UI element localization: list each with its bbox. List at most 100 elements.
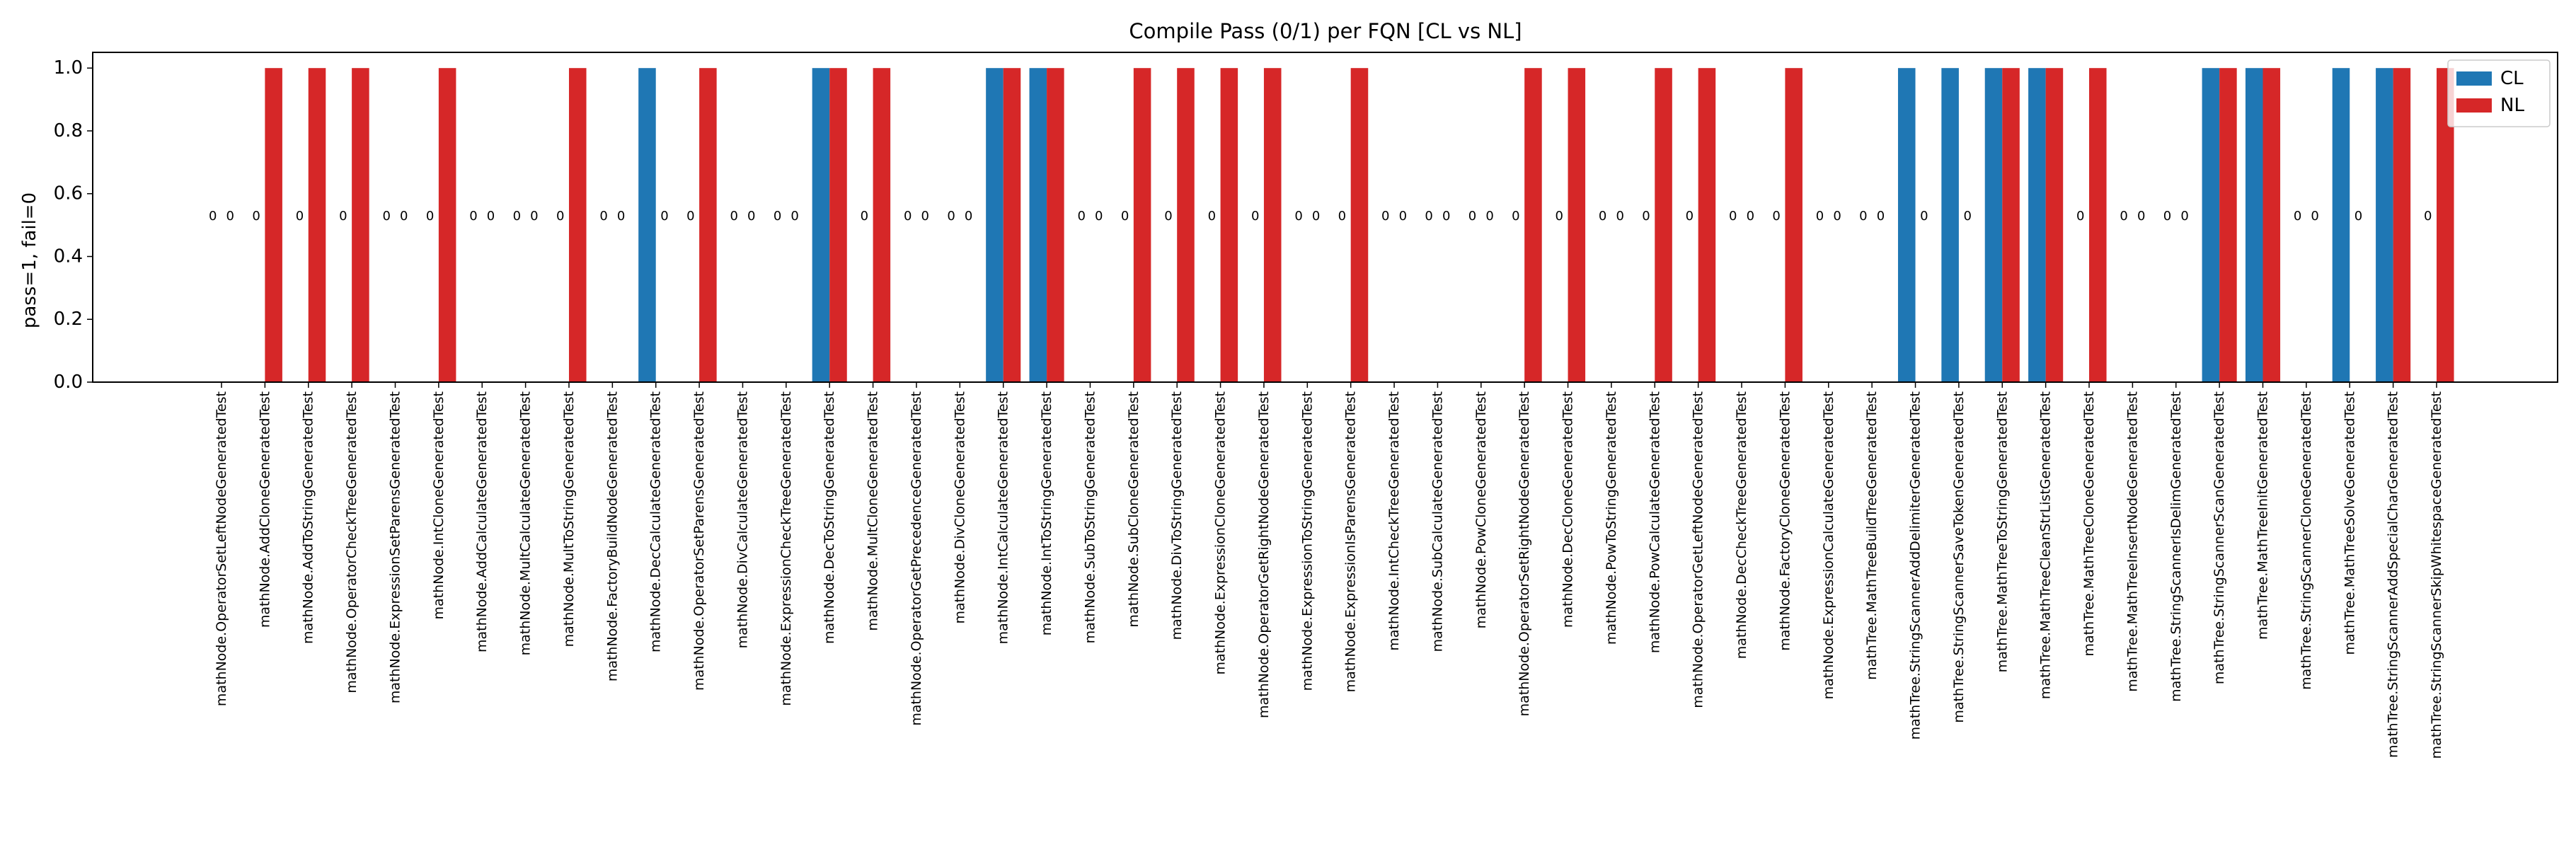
x-tick-label-51: mathTree.StringScannerSkipWhitespaceGene… <box>2429 391 2444 759</box>
bar-cl-46 <box>2202 68 2220 382</box>
legend: CL NL <box>2447 59 2551 127</box>
x-tick-label-50: mathTree.StringScannerAddSpecialCharGene… <box>2386 391 2401 758</box>
x-tick-label-24: mathNode.OperatorGetRightNodeGeneratedTe… <box>1256 391 1272 718</box>
zero-label-cl-28: 0 <box>1425 209 1432 224</box>
x-tick-label-43: mathTree.MathTreeCloneGeneratedTest <box>2081 391 2097 657</box>
x-tick-label-47: mathTree.MathTreeInitGeneratedTest <box>2255 391 2271 640</box>
x-tick-label-8: mathNode.MultToStringGeneratedTest <box>561 391 577 647</box>
zero-label-cl-21: 0 <box>1121 209 1129 224</box>
bar-cl-50 <box>2376 68 2393 382</box>
x-tick-label-0: mathNode.OperatorSetLeftNodeGeneratedTes… <box>214 391 229 706</box>
chart-title: Compile Pass (0/1) per FQN [CL vs NL] <box>1129 19 1522 43</box>
bar-nl-31 <box>1568 68 1586 382</box>
zero-label-cl-26: 0 <box>1338 209 1346 224</box>
x-tick-label-33: mathNode.PowCalculateGeneratedTest <box>1647 391 1662 653</box>
x-tick-label-28: mathNode.SubCalculateGeneratedTest <box>1430 391 1445 652</box>
zero-label-nl-37: 0 <box>1833 209 1841 224</box>
bar-nl-5 <box>438 68 456 382</box>
y-tick-label-0: 0.0 <box>54 372 83 393</box>
x-tick-label-29: mathNode.PowCloneGeneratedTest <box>1473 391 1489 628</box>
zero-label-cl-7: 0 <box>513 209 521 224</box>
x-tick-label-21: mathNode.SubCloneGeneratedTest <box>1126 391 1142 628</box>
bar-nl-18 <box>1003 68 1021 382</box>
x-tick-label-1: mathNode.AddCloneGeneratedTest <box>257 391 272 628</box>
bar-cl-14 <box>812 68 830 382</box>
zero-label-nl-39: 0 <box>1920 209 1928 224</box>
x-tick-label-22: mathNode.DivToStringGeneratedTest <box>1169 391 1185 640</box>
zero-label-cl-1: 0 <box>252 209 260 224</box>
zero-label-nl-13: 0 <box>790 209 798 224</box>
zero-label-nl-49: 0 <box>2354 209 2362 224</box>
x-tick-label-30: mathNode.OperatorSetRightNodeGeneratedTe… <box>1517 391 1532 716</box>
zero-label-cl-11: 0 <box>686 209 694 224</box>
zero-label-nl-6: 0 <box>487 209 495 224</box>
bar-cl-49 <box>2332 68 2350 382</box>
x-tick-label-26: mathNode.ExpressionIsParensGeneratedTest <box>1343 391 1359 692</box>
y-tick-label-5: 1.0 <box>54 57 83 79</box>
bar-nl-30 <box>1524 68 1542 382</box>
bar-cl-41 <box>1984 68 2003 382</box>
x-tick-label-41: mathTree.MathTreeToStringGeneratedTest <box>1994 391 2010 672</box>
zero-label-cl-17: 0 <box>947 209 955 224</box>
x-tick-label-11: mathNode.OperatorSetParensGeneratedTest <box>691 391 707 691</box>
x-tick-label-14: mathNode.DecToStringGeneratedTest <box>822 391 837 644</box>
zero-label-cl-20: 0 <box>1077 209 1085 224</box>
zero-label-nl-17: 0 <box>965 209 972 224</box>
zero-label-cl-12: 0 <box>730 209 737 224</box>
x-tick-label-16: mathNode.OperatorGetPrecedenceGeneratedT… <box>909 391 924 726</box>
x-tick-label-48: mathTree.StringScannerCloneGeneratedTest <box>2299 391 2314 690</box>
zero-label-cl-36: 0 <box>1772 209 1780 224</box>
zero-label-cl-34: 0 <box>1686 209 1694 224</box>
bar-cl-47 <box>2245 68 2263 382</box>
y-tick-label-1: 0.2 <box>54 309 83 330</box>
x-tick-label-37: mathNode.ExpressionCalculateGeneratedTes… <box>1821 391 1836 699</box>
zero-label-nl-9: 0 <box>617 209 625 224</box>
bar-cl-10 <box>638 68 656 382</box>
bar-nl-3 <box>352 68 369 382</box>
zero-label-cl-31: 0 <box>1556 209 1563 224</box>
zero-label-nl-4: 0 <box>400 209 408 224</box>
zero-label-cl-27: 0 <box>1381 209 1389 224</box>
zero-label-cl-13: 0 <box>774 209 781 224</box>
y-tick-label-2: 0.4 <box>54 246 83 267</box>
x-tick-label-12: mathNode.DivCalculateGeneratedTest <box>735 391 750 648</box>
x-tick-label-19: mathNode.IntToStringGeneratedTest <box>1039 391 1054 635</box>
x-tick-label-31: mathNode.DecCloneGeneratedTest <box>1560 391 1576 628</box>
x-tick-label-23: mathNode.ExpressionCloneGeneratedTest <box>1213 391 1229 675</box>
x-tick-label-3: mathNode.OperatorCheckTreeGeneratedTest <box>344 391 360 693</box>
bar-nl-42 <box>2045 68 2064 382</box>
x-tick-label-5: mathNode.IntCloneGeneratedTest <box>431 391 447 619</box>
legend-label-nl: NL <box>2500 95 2524 116</box>
zero-label-nl-40: 0 <box>1963 209 1971 224</box>
y-tick-label-3: 0.6 <box>54 183 83 205</box>
x-tick-label-9: mathNode.FactoryBuildNodeGeneratedTest <box>604 391 620 681</box>
x-tick-label-39: mathTree.StringScannerAddDelimiterGenera… <box>1908 391 1924 739</box>
zero-label-cl-0: 0 <box>209 209 217 224</box>
zero-label-nl-32: 0 <box>1616 209 1623 224</box>
x-tick-label-2: mathNode.AddToStringGeneratedTest <box>301 391 316 644</box>
x-tick-label-15: mathNode.MultCloneGeneratedTest <box>866 391 881 631</box>
zero-label-cl-8: 0 <box>556 209 564 224</box>
zero-label-cl-48: 0 <box>2294 209 2301 224</box>
bar-nl-14 <box>829 68 847 382</box>
zero-label-cl-3: 0 <box>339 209 347 224</box>
zero-label-cl-51: 0 <box>2424 209 2432 224</box>
y-axis-ticks: 0.0 0.2 0.4 0.6 0.8 1.0 <box>54 57 93 393</box>
x-tick-label-18: mathNode.IntCalculateGeneratedTest <box>996 391 1011 644</box>
zero-label-cl-45: 0 <box>2163 209 2171 224</box>
x-tick-label-27: mathNode.IntCheckTreeGeneratedTest <box>1386 391 1402 651</box>
zero-label-cl-5: 0 <box>426 209 434 224</box>
zero-label-nl-27: 0 <box>1399 209 1407 224</box>
bar-nl-1 <box>265 68 282 382</box>
bar-cl-18 <box>986 68 1004 382</box>
zero-label-nl-20: 0 <box>1095 209 1103 224</box>
x-tick-label-17: mathNode.DivCloneGeneratedTest <box>952 391 967 624</box>
bar-nl-8 <box>568 68 587 382</box>
bar-nl-21 <box>1133 68 1151 382</box>
zero-label-nl-28: 0 <box>1442 209 1450 224</box>
zero-label-cl-44: 0 <box>2120 209 2127 224</box>
zero-label-cl-2: 0 <box>296 209 304 224</box>
x-tick-label-34: mathNode.OperatorGetLeftNodeGeneratedTes… <box>1691 391 1706 708</box>
zero-label-cl-22: 0 <box>1164 209 1172 224</box>
